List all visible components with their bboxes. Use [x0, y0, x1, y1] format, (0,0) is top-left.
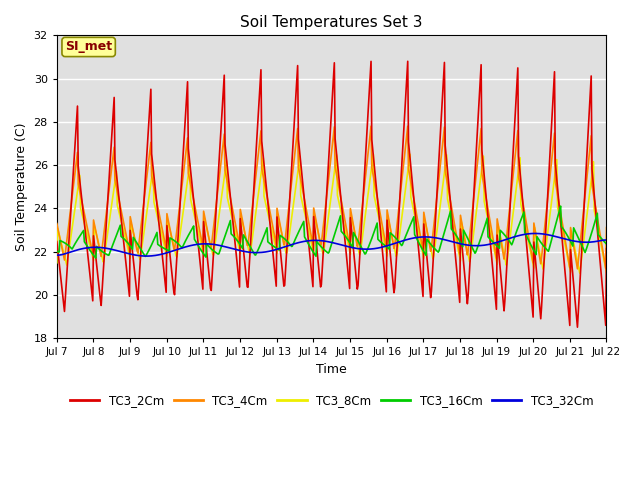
TC3_8Cm — [204, 232, 212, 238]
TC3_32Cm — [53, 252, 61, 258]
TC3_4Cm — [175, 207, 183, 213]
TC3_2Cm — [399, 152, 406, 157]
TC3_2Cm — [415, 253, 423, 259]
TC3_4Cm — [120, 218, 127, 224]
TC3_16Cm — [120, 236, 128, 242]
TC3_2Cm — [404, 59, 412, 64]
TC3_4Cm — [603, 225, 611, 230]
TC3_32Cm — [205, 241, 213, 247]
TC3_4Cm — [53, 221, 61, 227]
TC3_16Cm — [205, 244, 213, 250]
Line: TC3_32Cm: TC3_32Cm — [57, 233, 607, 256]
TC3_2Cm — [204, 264, 212, 269]
TC3_32Cm — [399, 238, 407, 243]
TC3_8Cm — [603, 270, 611, 276]
TC3_2Cm — [175, 217, 183, 223]
Text: SI_met: SI_met — [65, 40, 112, 53]
TC3_32Cm — [532, 230, 540, 236]
TC3_32Cm — [176, 246, 184, 252]
TC3_4Cm — [63, 238, 70, 244]
TC3_32Cm — [143, 253, 150, 259]
TC3_2Cm — [63, 273, 70, 278]
TC3_32Cm — [603, 237, 611, 243]
TC3_16Cm — [557, 203, 564, 209]
TC3_2Cm — [573, 324, 581, 330]
TC3_16Cm — [176, 243, 184, 249]
Line: TC3_2Cm: TC3_2Cm — [57, 61, 607, 327]
TC3_16Cm — [53, 248, 61, 254]
TC3_4Cm — [415, 226, 423, 232]
Title: Soil Temperatures Set 3: Soil Temperatures Set 3 — [241, 15, 423, 30]
TC3_32Cm — [120, 250, 127, 255]
TC3_8Cm — [63, 262, 70, 268]
TC3_4Cm — [204, 232, 212, 238]
X-axis label: Time: Time — [316, 362, 347, 375]
TC3_16Cm — [92, 255, 100, 261]
TC3_32Cm — [415, 234, 423, 240]
TC3_8Cm — [369, 151, 377, 157]
Y-axis label: Soil Temperature (C): Soil Temperature (C) — [15, 122, 28, 251]
TC3_2Cm — [53, 239, 61, 244]
TC3_8Cm — [399, 204, 407, 210]
TC3_8Cm — [53, 260, 61, 265]
TC3_2Cm — [603, 246, 611, 252]
TC3_4Cm — [573, 266, 581, 272]
TC3_8Cm — [120, 227, 127, 233]
TC3_16Cm — [603, 241, 611, 247]
TC3_16Cm — [415, 240, 423, 246]
TC3_4Cm — [367, 123, 375, 129]
TC3_4Cm — [399, 166, 407, 171]
Line: TC3_16Cm: TC3_16Cm — [57, 206, 607, 258]
TC3_16Cm — [399, 240, 407, 246]
Line: TC3_4Cm: TC3_4Cm — [57, 126, 607, 269]
TC3_8Cm — [175, 238, 183, 243]
Line: TC3_8Cm: TC3_8Cm — [57, 154, 607, 273]
TC3_8Cm — [415, 234, 423, 240]
TC3_16Cm — [63, 241, 70, 247]
TC3_2Cm — [120, 236, 127, 241]
TC3_32Cm — [63, 250, 70, 256]
TC3_8Cm — [576, 270, 584, 276]
Legend: TC3_2Cm, TC3_4Cm, TC3_8Cm, TC3_16Cm, TC3_32Cm: TC3_2Cm, TC3_4Cm, TC3_8Cm, TC3_16Cm, TC3… — [65, 389, 598, 412]
